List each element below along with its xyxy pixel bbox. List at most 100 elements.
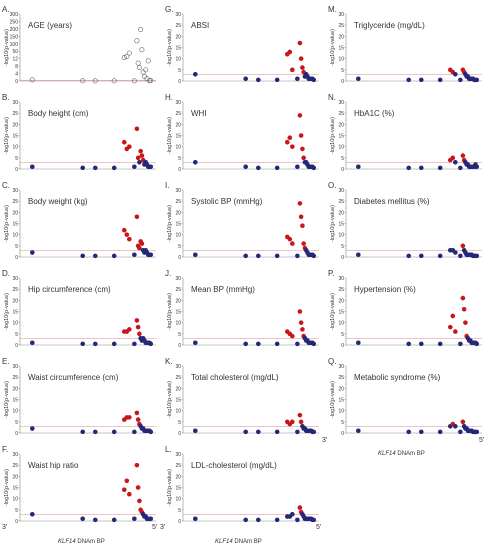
- data-point-significant: [134, 214, 140, 220]
- panel-letter: I.: [165, 181, 169, 190]
- y-tick-label: 20: [175, 386, 181, 392]
- data-point-significant: [127, 144, 132, 149]
- data-point-significant: [298, 56, 304, 61]
- panel-title: Diabetes mellitus (%): [354, 197, 430, 206]
- y-tick-label: 5: [341, 420, 344, 426]
- data-point: [274, 429, 280, 435]
- data-point: [111, 429, 117, 435]
- data-point: [30, 164, 35, 170]
- panel-letter: Q.: [328, 357, 336, 366]
- y-tick-label: 0: [178, 255, 181, 261]
- y-tick-label: 10: [12, 233, 18, 239]
- y-tick-label: 0: [15, 519, 18, 525]
- y-tick-label: 8: [15, 64, 18, 70]
- data-point: [419, 429, 424, 435]
- y-axis-label: -log10(p-value): [330, 205, 336, 242]
- data-point: [243, 341, 248, 347]
- y-tick-label: 5: [178, 156, 181, 162]
- panel-k: K. Total cholesterol (mg/dL) -log10(p-valu…: [165, 357, 319, 437]
- panel-title: ABSI: [191, 21, 209, 30]
- panel-title: Waist hip ratio: [28, 461, 79, 470]
- data-point: [193, 340, 198, 346]
- y-tick-label: 5: [178, 420, 181, 426]
- y-tick-label: 5: [341, 156, 344, 162]
- data-point: [474, 429, 480, 435]
- y-tick-label: 10: [12, 321, 18, 327]
- panel-title: WHI: [191, 109, 207, 118]
- y-tick-label: 25: [175, 375, 181, 381]
- panel-letter: B.: [2, 93, 10, 102]
- panel-letter: K.: [165, 357, 173, 366]
- y-tick-label: 15: [338, 134, 344, 140]
- data-point: [138, 27, 144, 33]
- data-point: [126, 50, 132, 56]
- panel-letter: D.: [2, 269, 10, 278]
- data-point-significant: [138, 148, 143, 154]
- data-point-significant: [300, 327, 305, 332]
- y-tick-label: 25: [338, 287, 344, 293]
- data-point: [295, 76, 300, 82]
- y-tick-label: 30: [338, 276, 344, 282]
- y-tick-label: 20: [12, 210, 18, 216]
- data-point-significant: [127, 491, 132, 497]
- y-tick-label: 15: [12, 134, 18, 140]
- data-point: [137, 160, 142, 165]
- y-tick-label: 25: [12, 375, 18, 381]
- y-axis-label: -log10(p-value): [167, 293, 173, 330]
- y-axis-label: -log10(p-value): [167, 117, 173, 154]
- y-tick-label: 10: [338, 233, 344, 239]
- data-point: [111, 78, 117, 84]
- y-tick-label: 20: [338, 210, 344, 216]
- data-point-significant: [298, 320, 304, 325]
- data-point-significant: [300, 146, 305, 152]
- data-point-significant: [298, 419, 304, 425]
- data-point: [311, 165, 317, 171]
- data-point: [274, 517, 280, 523]
- y-tick-label: 5: [178, 332, 181, 338]
- data-point-significant: [127, 236, 132, 242]
- data-point-significant: [298, 214, 304, 220]
- y-tick-label: 15: [175, 486, 181, 492]
- panel-title: HbA1C (%): [354, 109, 395, 118]
- y-axis-label: -log10(p-value): [167, 205, 173, 242]
- y-tick-label: 10: [338, 145, 344, 151]
- y-tick-label: 20: [338, 34, 344, 40]
- y-tick-label: 15: [175, 134, 181, 140]
- y-tick-label: 15: [338, 46, 344, 52]
- data-point: [134, 38, 140, 44]
- data-point: [124, 53, 130, 59]
- y-tick-label: 200: [10, 27, 19, 33]
- y-tick-label: 30: [175, 188, 181, 194]
- panel-g: G. ABSI -log10(p-value) 30 25 20 15 10 5 0: [165, 5, 319, 85]
- y-tick-label: 20: [12, 474, 18, 480]
- data-point: [419, 341, 424, 347]
- panel-letter: N.: [328, 93, 336, 102]
- data-point-significant: [460, 153, 466, 158]
- y-tick-label: 10: [338, 409, 344, 415]
- data-point-significant: [137, 331, 142, 337]
- data-point: [437, 341, 443, 347]
- y-tick-label: 25: [175, 463, 181, 469]
- panel-title: AGE (years): [28, 21, 72, 30]
- data-point-significant: [297, 113, 303, 118]
- y-tick-label: 30: [338, 188, 344, 194]
- y-tick-label: 10: [175, 321, 181, 327]
- data-point-significant: [135, 324, 141, 330]
- data-point: [80, 516, 85, 522]
- data-point: [458, 165, 463, 171]
- y-tick-label: 15: [338, 398, 344, 404]
- y-tick-label: 0: [15, 431, 18, 437]
- data-point-significant: [127, 415, 132, 420]
- data-point: [92, 78, 98, 84]
- data-point-significant: [135, 155, 141, 161]
- panel-letter: H.: [165, 93, 173, 102]
- data-point-significant: [297, 505, 303, 510]
- data-point: [474, 253, 480, 259]
- data-point: [255, 77, 261, 83]
- data-point: [437, 77, 443, 83]
- panel-letter: O.: [328, 181, 336, 190]
- data-point: [255, 429, 261, 435]
- y-tick-label: 20: [175, 474, 181, 480]
- data-point: [148, 164, 154, 170]
- panel-letter: J.: [165, 269, 171, 278]
